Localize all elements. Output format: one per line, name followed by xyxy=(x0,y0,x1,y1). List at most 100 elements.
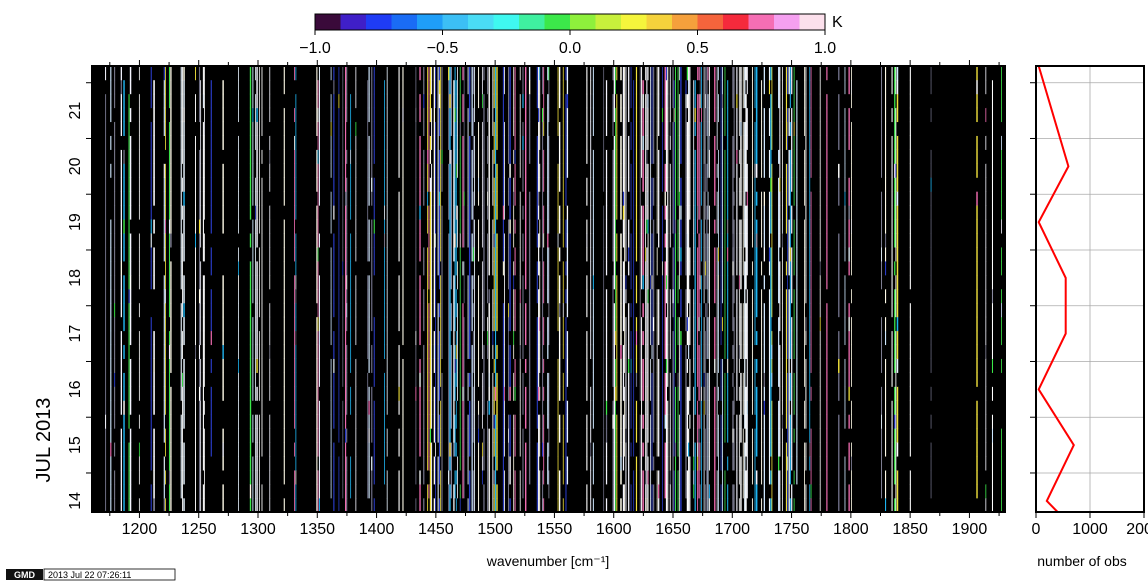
heatmap-cell xyxy=(211,108,212,122)
heatmap-cell xyxy=(151,414,152,428)
heatmap-cell xyxy=(612,414,613,428)
heatmap-cell xyxy=(642,66,643,80)
heatmap-cell xyxy=(675,470,676,484)
heatmap-cell xyxy=(453,164,454,178)
heatmap-cell xyxy=(648,261,649,275)
heatmap-cell xyxy=(262,359,263,373)
heatmap-cell xyxy=(633,303,634,317)
heatmap-cell xyxy=(473,484,474,498)
heatmap-cell xyxy=(473,401,474,415)
heatmap-cell xyxy=(123,331,124,345)
heatmap-cell xyxy=(559,178,560,192)
heatmap-cell xyxy=(559,359,560,373)
heatmap-cell xyxy=(423,470,424,484)
heatmap-cell xyxy=(431,247,432,261)
heatmap-cell xyxy=(633,108,634,122)
heatmap-cell xyxy=(509,387,510,401)
heatmap-column xyxy=(318,66,319,512)
heatmap-cell xyxy=(200,401,201,415)
heatmap-cell xyxy=(284,205,285,219)
heatmap-cell xyxy=(457,94,458,108)
heatmap-cell xyxy=(331,66,332,80)
heatmap-cell xyxy=(606,484,607,498)
heatmap-cell xyxy=(439,233,440,247)
heatmap-cell xyxy=(489,178,490,192)
heatmap-cell xyxy=(646,345,647,359)
heatmap-cell xyxy=(203,205,204,219)
heatmap-cell xyxy=(456,136,457,150)
heatmap-cell xyxy=(339,233,340,247)
heatmap-cell xyxy=(474,317,475,331)
heatmap-cell xyxy=(164,373,165,387)
heatmap-cell xyxy=(256,94,257,108)
heatmap-cell xyxy=(451,303,452,317)
heatmap-cell xyxy=(678,164,679,178)
heatmap-cell xyxy=(399,178,400,192)
heatmap-cell xyxy=(114,442,115,456)
heatmap-cell xyxy=(355,219,356,233)
heatmap-cell xyxy=(346,498,347,512)
heatmap-cell xyxy=(182,261,183,275)
heatmap-cell xyxy=(345,387,346,401)
heatmap-cell xyxy=(440,498,441,512)
heatmap-cell xyxy=(183,247,184,261)
heatmap-cell xyxy=(434,498,435,512)
heatmap-cell xyxy=(355,303,356,317)
heatmap-cell xyxy=(402,373,403,387)
heatmap-cell xyxy=(431,122,432,136)
heatmap-cell xyxy=(666,94,667,108)
heatmap-cell xyxy=(434,275,435,289)
heatmap-cell xyxy=(652,136,653,150)
heatmap-cell xyxy=(259,331,260,345)
heatmap-cell xyxy=(195,178,196,192)
heatmap-cell xyxy=(489,136,490,150)
heatmap-cell xyxy=(559,498,560,512)
heatmap-cell xyxy=(652,331,653,345)
heatmap-cell xyxy=(123,233,124,247)
heatmap-column xyxy=(636,66,637,512)
heatmap-cell xyxy=(121,414,122,428)
heatmap-cell xyxy=(460,289,461,303)
heatmap-cell xyxy=(590,428,591,442)
heatmap-cell xyxy=(123,414,124,428)
heatmap-cell xyxy=(423,205,424,219)
heatmap-cell xyxy=(496,442,497,456)
heatmap-cell xyxy=(525,80,526,94)
heatmap-cell xyxy=(114,331,115,345)
heatmap-cell xyxy=(430,373,431,387)
heatmap-cell xyxy=(369,331,370,345)
heatmap-cell xyxy=(402,122,403,136)
heatmap-cell xyxy=(674,94,675,108)
heatmap-cell xyxy=(449,289,451,303)
heatmap-cell xyxy=(339,442,340,456)
heatmap-cell xyxy=(650,387,651,401)
heatmap-cell xyxy=(105,205,106,219)
heatmap-cell xyxy=(342,261,343,275)
heatmap-cell xyxy=(438,233,439,247)
heatmap-cell xyxy=(636,470,637,484)
heatmap-cell xyxy=(631,247,632,261)
heatmap-cell xyxy=(121,219,122,233)
heatmap-cell xyxy=(169,205,170,219)
heatmap-cell xyxy=(259,108,260,122)
heatmap-cell xyxy=(537,470,538,484)
heatmap-cell xyxy=(204,108,205,122)
heatmap-cell xyxy=(633,80,634,94)
heatmap-cell xyxy=(181,205,182,219)
heatmap-cell xyxy=(181,94,182,108)
heatmap-cell xyxy=(204,470,205,484)
heatmap-cell xyxy=(538,414,539,428)
heatmap-cell xyxy=(496,303,497,317)
heatmap-cell xyxy=(456,289,457,303)
heatmap-cell xyxy=(515,289,516,303)
heatmap-cell xyxy=(648,373,649,387)
heatmap-cell xyxy=(525,373,526,387)
heatmap-cell xyxy=(318,331,319,345)
heatmap-cell xyxy=(539,275,540,289)
heatmap-cell xyxy=(164,94,165,108)
heatmap-cell xyxy=(440,94,441,108)
heatmap-cell xyxy=(543,178,544,192)
heatmap-cell xyxy=(547,247,548,261)
heatmap-cell xyxy=(183,303,184,317)
heatmap-cell xyxy=(415,219,416,233)
